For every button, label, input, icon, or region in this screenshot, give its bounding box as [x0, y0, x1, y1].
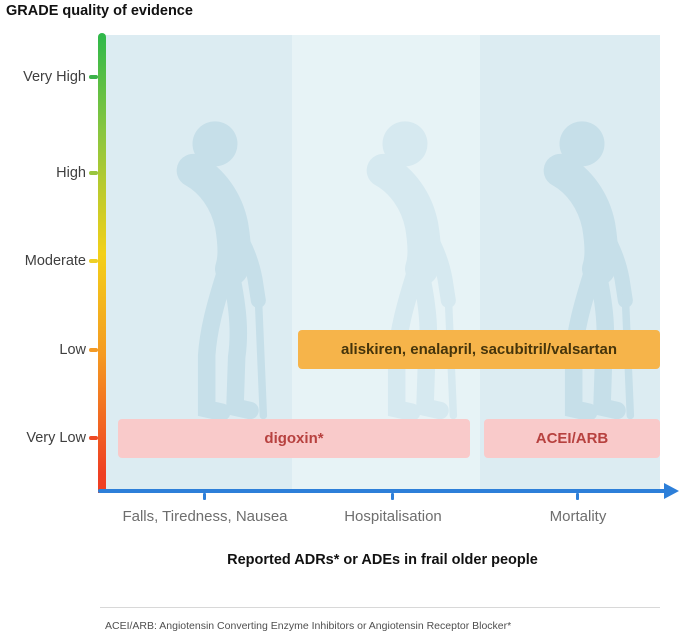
- x-axis-line: [98, 489, 666, 493]
- y-axis-label-moderate: Moderate: [24, 253, 86, 269]
- drug-box-acei-arb: ACEI/ARB: [484, 419, 660, 458]
- y-axis-tick: [89, 75, 98, 79]
- y-axis-label-low: Low: [59, 342, 86, 358]
- x-axis-arrow-icon: [664, 483, 679, 499]
- footnote-divider: [100, 607, 660, 608]
- y-axis-tick: [89, 436, 98, 440]
- y-axis-label-very-low: Very Low: [26, 430, 86, 446]
- x-axis-label-mortality: Mortality: [549, 508, 607, 525]
- x-axis-tick: [203, 493, 206, 500]
- y-axis-label-very-high: Very High: [23, 69, 86, 85]
- x-axis-label-hospitalisation: Hospitalisation: [344, 508, 442, 525]
- x-axis-label-falls-tiredness-nausea: Falls, Tiredness, Nausea: [122, 508, 288, 525]
- x-axis-title: Reported ADRs* or ADEs in frail older pe…: [227, 552, 538, 568]
- drug-box-digoxin: digoxin*: [118, 419, 470, 458]
- y-axis-tick: [89, 348, 98, 352]
- x-axis-tick: [576, 493, 579, 500]
- y-axis-tick: [89, 171, 98, 175]
- y-axis-gradient-bar: [98, 33, 106, 493]
- chart-title: GRADE quality of evidence: [6, 3, 193, 19]
- y-axis-tick: [89, 259, 98, 263]
- footnote-text: ACEI/ARB: Angiotensin Converting Enzyme …: [105, 620, 512, 632]
- drug-box-aliskiren-enalapril-sacubitril-valsartan: aliskiren, enalapril, sacubitril/valsart…: [298, 330, 660, 369]
- x-axis-tick: [391, 493, 394, 500]
- y-axis-label-high: High: [56, 165, 86, 181]
